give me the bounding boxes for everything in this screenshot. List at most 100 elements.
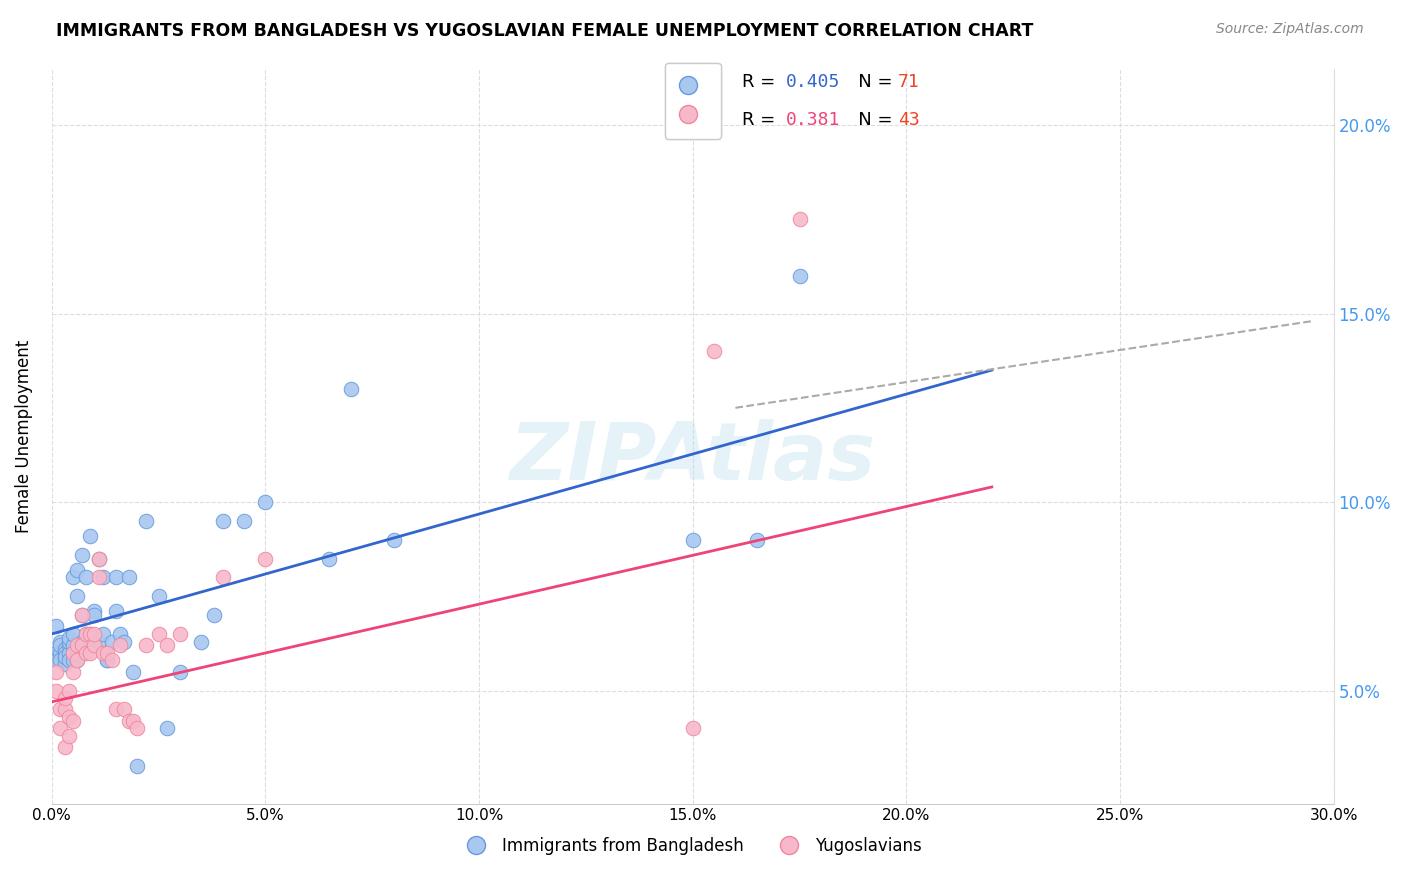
Text: Source: ZipAtlas.com: Source: ZipAtlas.com [1216,22,1364,37]
Point [53,691,76,706]
Point [58,638,80,652]
Point [70,608,93,623]
Point [79,529,101,543]
Point [49,634,72,648]
Point [122,714,145,728]
Point [703,344,725,359]
Point [127,721,149,735]
Point [83,627,105,641]
Point [169,627,191,641]
Point [118,570,141,584]
Point [66,638,89,652]
Point [70,638,93,652]
Point [156,721,179,735]
Point [75,627,97,641]
Point [96,653,118,667]
Point [108,638,131,652]
Point [62,570,84,584]
Point [53,740,76,755]
Point [58,653,80,667]
Point [49,721,72,735]
Point [118,714,141,728]
Point [53,657,76,672]
Point [62,653,84,667]
Point [87,634,110,648]
Point [66,589,89,603]
Text: IMMIGRANTS FROM BANGLADESH VS YUGOSLAVIAN FEMALE UNEMPLOYMENT CORRELATION CHART: IMMIGRANTS FROM BANGLADESH VS YUGOSLAVIA… [56,22,1033,40]
Point [156,638,179,652]
Point [62,627,84,641]
Point [91,646,114,660]
Point [62,646,84,660]
Point [79,634,101,648]
Point [104,604,127,618]
Point [318,551,340,566]
Point [87,551,110,566]
Point [58,646,80,660]
Point [135,514,157,528]
Point [127,759,149,773]
Text: 43: 43 [898,111,920,128]
Point [104,570,127,584]
Point [96,653,118,667]
Point [79,627,101,641]
Point [91,627,114,641]
Point [53,646,76,660]
Point [682,533,704,547]
Text: 71: 71 [898,73,920,91]
Point [70,548,93,562]
Text: N =: N = [841,73,898,91]
Point [53,702,76,716]
Point [75,638,97,652]
Point [58,683,80,698]
Text: 0.381: 0.381 [786,111,841,128]
Text: R =: R = [741,73,786,91]
Point [53,649,76,664]
Point [58,729,80,743]
Point [79,627,101,641]
Point [340,382,363,396]
Point [62,638,84,652]
Point [49,646,72,660]
Point [148,589,170,603]
Text: R =: R = [741,111,786,128]
Point [682,721,704,735]
Point [66,646,89,660]
Point [62,714,84,728]
Point [254,551,277,566]
Point [49,702,72,716]
Point [58,634,80,648]
Legend: , : , [665,62,721,138]
Point [148,627,170,641]
Point [211,570,233,584]
Point [190,634,212,648]
Point [49,638,72,652]
Point [66,646,89,660]
Point [745,533,768,547]
Point [75,646,97,660]
Point [53,642,76,657]
Point [70,608,93,623]
Point [233,514,256,528]
Point [100,653,122,667]
Point [108,627,131,641]
Point [66,563,89,577]
Point [122,665,145,679]
Point [83,634,105,648]
Point [66,653,89,667]
Point [87,551,110,566]
Point [83,608,105,623]
Point [45,646,67,660]
Point [100,634,122,648]
Point [83,638,105,652]
Point [66,642,89,657]
Point [45,653,67,667]
Point [789,268,811,283]
Point [45,619,67,633]
Y-axis label: Female Unemployment: Female Unemployment [15,340,32,533]
Text: 0.405: 0.405 [786,73,841,91]
Point [75,570,97,584]
Point [58,710,80,724]
Point [45,683,67,698]
Point [75,634,97,648]
